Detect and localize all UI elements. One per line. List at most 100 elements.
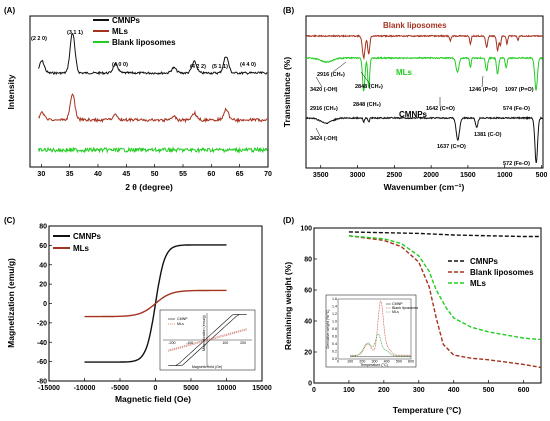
panel-b-label: (B): [283, 6, 294, 15]
series-cmnps-line: [38, 32, 268, 76]
y-axis-tick-label: 80: [39, 224, 47, 231]
series-mls-line: [348, 235, 542, 341]
panel-d-ylabel: Remaining weight (%): [283, 262, 293, 350]
annotation-2916-mls: 2916 (CH₂): [317, 72, 345, 78]
panel-c-xlabel: Magnetic field (Oe): [115, 394, 191, 404]
series-mls-line: [38, 93, 268, 124]
arrow-2916: [332, 61, 347, 73]
x-axis-tick-label: 500: [536, 172, 548, 179]
inset-ylabel: Derivative weight (%/°C): [326, 310, 330, 349]
annotation-220: (2 2 0): [31, 36, 47, 42]
inset-x-tick-label: 100: [222, 341, 228, 345]
x-axis-tick-label: 35: [66, 171, 74, 178]
inset-x-tick-label: 0: [337, 360, 339, 364]
panel-b-axes: [305, 15, 544, 169]
inset-y-tick-label: 0.4: [332, 342, 337, 346]
panel-b-annotations: 2916 (CH₂) 2848 (CH₂) 3420 (-OH) 1246 (P…: [310, 61, 534, 167]
annotation-1246: 1246 (P=O): [469, 87, 498, 93]
arrow-1246: [481, 75, 484, 88]
y-axis-tick-label: -80: [37, 379, 47, 386]
x-axis-tick-label: 10000: [217, 385, 237, 392]
inset-y-tick-label: 1.0: [332, 320, 337, 324]
legend-blank-liposomes: Blank liposomes: [470, 268, 534, 277]
annotation-2848-mls: 2848 (CH₂): [355, 84, 383, 90]
panel-d-axes: [313, 227, 542, 384]
x-axis-tick-label: 5000: [183, 385, 199, 392]
panel-c-inset: -200 -100 100 200 Magnetic field (Oe) Magne…: [159, 309, 256, 371]
arrow-3424: [315, 127, 321, 137]
panel-c-legend: CMNPs MLs: [53, 232, 102, 253]
panel-d-inset: 0 100 200 300 400 500 600 0.0 0.2 0.4 0.6 0.8 1.0 1.2…: [325, 294, 418, 368]
y-axis-tick-label: 60: [304, 288, 312, 295]
inset-x-tick-label: 300: [372, 360, 378, 364]
x-axis-tick-label: 30: [37, 171, 45, 178]
series-mls-line: [305, 56, 544, 92]
label-mls: MLs: [396, 68, 413, 77]
annotation-574-mls: 574 (Fe-O): [503, 106, 530, 112]
inset-legend-blank: Blank liposomes: [392, 306, 418, 310]
x-axis-tick-label: 3000: [350, 172, 366, 179]
x-axis-tick-label: 100: [343, 387, 355, 394]
x-axis-tick-label: 40: [94, 171, 102, 178]
inset-y-tick-label: 0.2: [332, 350, 337, 354]
x-axis-tick-label: -10000: [74, 385, 96, 392]
inset-ticks: -200 -100 100 200: [168, 318, 246, 345]
annotation-440: (4 4 0): [240, 62, 256, 68]
x-axis-tick-label: 55: [179, 171, 187, 178]
panel-a-legend: CMNPs MLs Blank liposomes: [93, 16, 176, 47]
arrow-2848: [360, 71, 371, 85]
x-axis-tick-label: 0: [312, 387, 316, 394]
panel-c: (C) Magnetization (emu/g) Magnetic field…: [4, 216, 272, 404]
legend-blank-liposomes: Blank liposomes: [112, 38, 176, 47]
legend-cmnps: CMNPs: [112, 16, 141, 25]
y-axis-tick-label: -20: [37, 320, 47, 327]
annotation-311: (3 1 1): [67, 30, 83, 36]
arrow-3420: [315, 76, 323, 88]
panel-d-xlabel: Temperature (°C): [393, 405, 462, 415]
inset-x-tick-label: 500: [396, 360, 402, 364]
x-axis-tick-label: -5000: [111, 385, 129, 392]
inset-x-tick-label: 600: [408, 360, 414, 364]
x-axis-tick-label: 50: [151, 171, 159, 178]
panel-a-peak-annotations: (2 2 0) (3 1 1) (4 0 0) (4 2 2) (5 1 1) …: [31, 30, 256, 70]
inset-x-tick-label: -100: [186, 341, 193, 345]
annotation-422: (4 2 2): [190, 64, 206, 70]
inset-ylabel: Magnetization (emu/g): [202, 315, 206, 351]
inset-cmnp-loop: [168, 314, 247, 366]
x-axis-tick-label: 15000: [252, 385, 272, 392]
x-axis-tick-label: 2000: [423, 172, 439, 179]
inset-y-tick-label: 0.6: [332, 335, 337, 339]
x-axis-tick-label: 600: [518, 387, 530, 394]
series-cmnps-line: [348, 231, 541, 238]
inset-legend-mls: MLs: [177, 322, 184, 326]
inset-x-tick-label: -200: [168, 341, 175, 345]
panel-b-xlabel: Wavenumber (cm⁻¹): [384, 182, 465, 192]
x-axis-tick-label: 1500: [460, 172, 476, 179]
x-axis-tick-label: 2500: [387, 172, 403, 179]
annotation-511: (5 1 1): [212, 64, 228, 70]
y-axis-tick-label: -60: [37, 359, 47, 366]
inset-legend-cmnp: CMNP: [177, 317, 188, 321]
x-axis-tick-label: 60: [207, 171, 215, 178]
panel-a-axes: [29, 15, 269, 168]
panel-d: (D) Remaining weight (%) Temperature (°C…: [283, 216, 542, 415]
x-axis-tick-label: 65: [236, 171, 244, 178]
inset-legend-mls: MLs: [392, 310, 399, 314]
inset-mls-loop: [168, 328, 247, 352]
legend-cmnps: CMNPs: [470, 257, 499, 266]
inset-x-tick-label: 200: [359, 360, 365, 364]
inset-xlabel: Magnetic field (Oe): [192, 365, 222, 369]
panel-c-ylabel: Magnetization (emu/g): [6, 258, 16, 348]
panel-b-ylabel: Transmitance (%): [282, 57, 292, 128]
panel-a-series: [38, 32, 268, 154]
annotation-400: (4 0 0): [112, 62, 128, 68]
y-axis-tick-label: 20: [304, 350, 312, 357]
inset-y-tick-label: 1.2: [332, 312, 337, 316]
inset-ticks: 0 100 200 300 400 500 600 0.0 0.2 0.4 0.6 0.8 1.0 1.2…: [332, 297, 414, 363]
y-axis-tick-label: 0: [43, 301, 47, 308]
annotation-1097: 1097 (P=O): [505, 87, 534, 93]
annotation-2848-lipo: 2848 (CH₂): [353, 102, 381, 108]
panel-d-label: (D): [283, 216, 294, 225]
x-axis-tick-label: 200: [378, 387, 390, 394]
x-axis-tick-label: 1000: [497, 172, 513, 179]
